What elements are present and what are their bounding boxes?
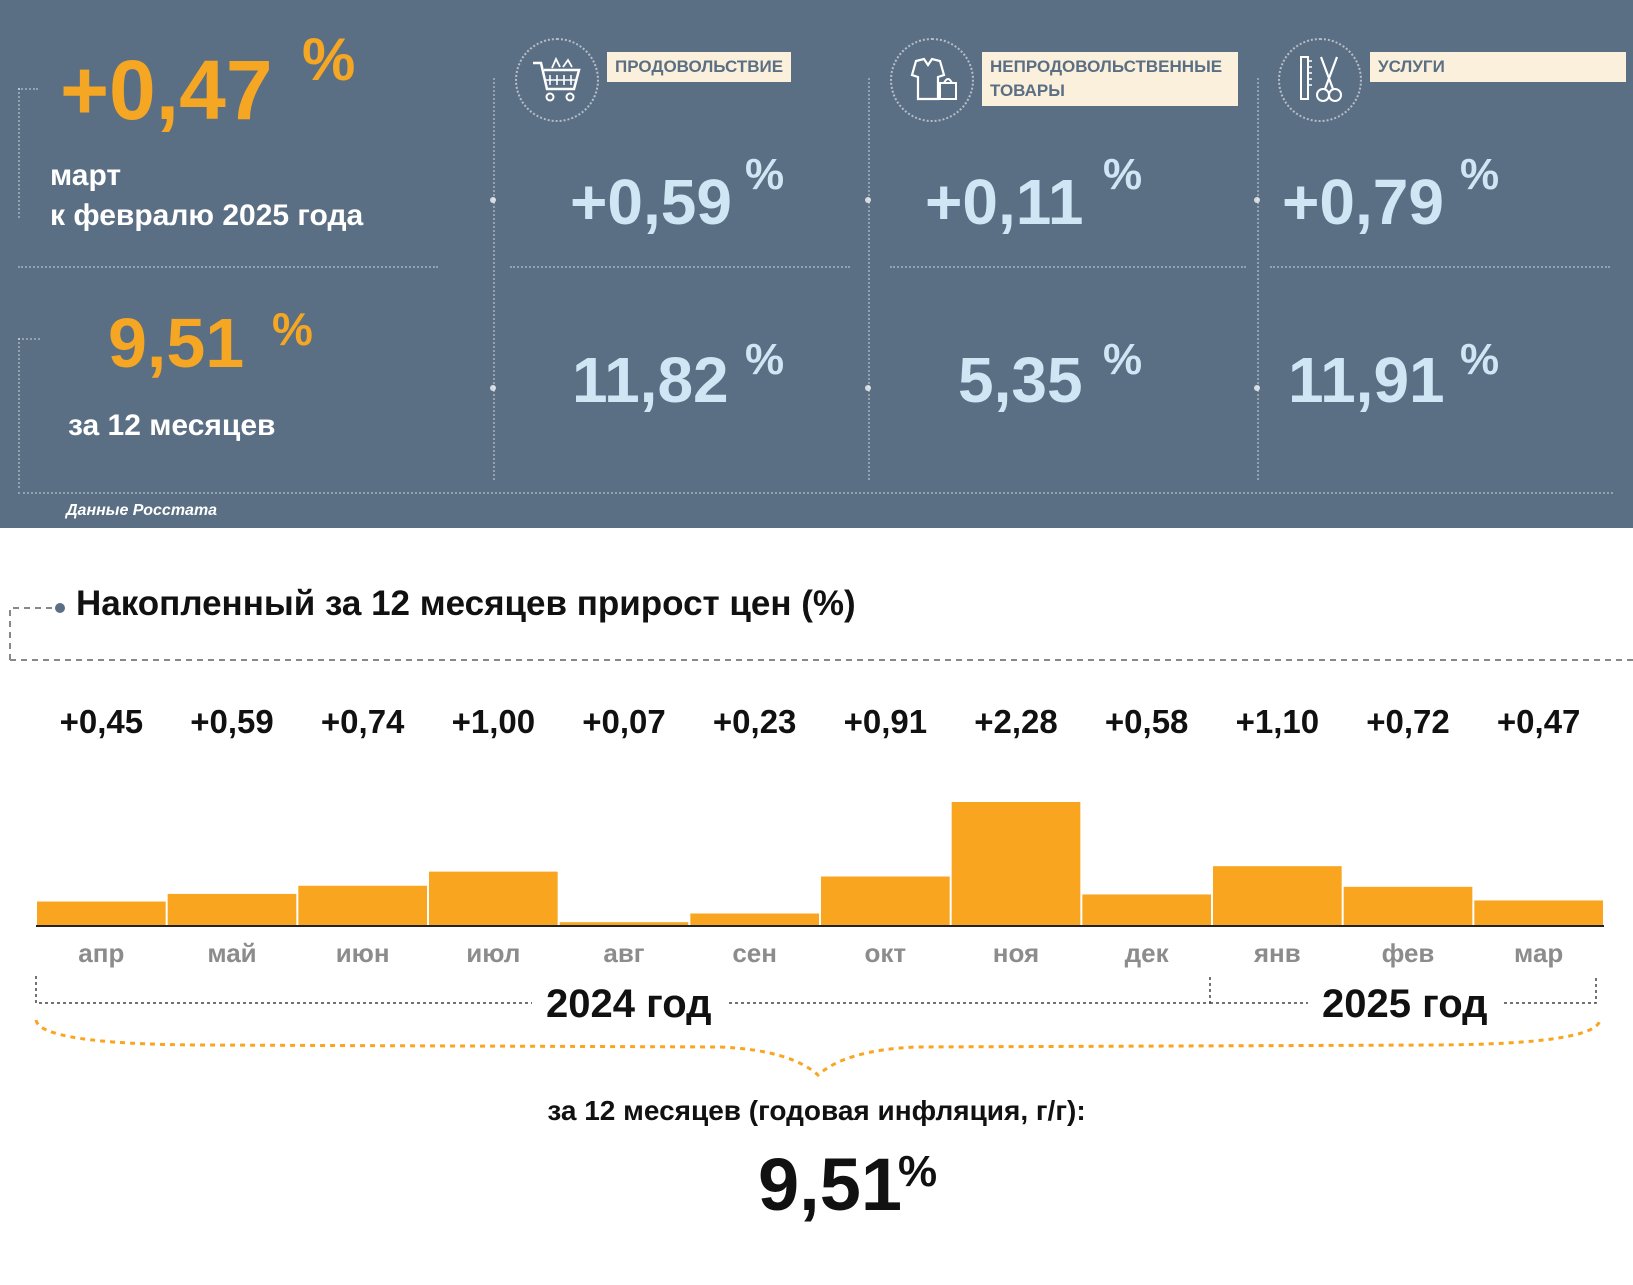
category-label: НЕПРОДОВОЛЬСТВЕННЫЕ ТОВАРЫ bbox=[982, 52, 1238, 106]
month-caption-2: к февралю 2025 года bbox=[50, 199, 364, 232]
chart-title: Накопленный за 12 месяцев прирост цен (%… bbox=[76, 584, 856, 623]
shopping-cart-icon bbox=[515, 38, 599, 122]
divider bbox=[18, 338, 20, 488]
food-month-pct: % bbox=[745, 150, 785, 199]
bar-май bbox=[167, 893, 297, 926]
month-label-авг: авг bbox=[603, 938, 644, 968]
value-label-сен: +0,23 bbox=[713, 703, 797, 740]
annual-caption: за 12 месяцев (годовая инфляция, г/г): bbox=[547, 1095, 1086, 1126]
value-label-фев: +0,72 bbox=[1366, 703, 1450, 740]
nonfood-year-value: 5,35 bbox=[958, 344, 1083, 416]
bar-сен bbox=[690, 913, 819, 926]
bar-июл bbox=[429, 871, 558, 926]
nonfood-month-value: +0,11 bbox=[925, 166, 1084, 238]
nonfood-month-pct: % bbox=[1103, 150, 1143, 199]
month-label-апр: апр bbox=[78, 938, 124, 968]
year-label-2024: 2024 год bbox=[532, 982, 726, 1027]
month-label-сен: сен bbox=[732, 938, 777, 968]
title-dot bbox=[55, 603, 65, 613]
category-label: УСЛУГИ bbox=[1370, 52, 1626, 82]
month-caption-1: март bbox=[50, 159, 122, 192]
month-label-май: май bbox=[207, 938, 256, 968]
marker-dot bbox=[490, 385, 496, 391]
month-label-янв: янв bbox=[1253, 938, 1301, 968]
scissors-comb-icon bbox=[1278, 38, 1362, 122]
value-label-янв: +1,10 bbox=[1236, 703, 1320, 740]
category-food: ПРОДОВОЛЬСТВИЕ bbox=[515, 38, 792, 122]
summary-panel: +0,47 % март к февралю 2025 года 9,51 % … bbox=[0, 0, 1633, 528]
month-label-ноя: ноя bbox=[993, 938, 1039, 968]
divider bbox=[18, 338, 40, 340]
divider bbox=[18, 266, 438, 268]
year-change-pct: % bbox=[272, 303, 313, 355]
food-month-value: +0,59 bbox=[570, 166, 732, 238]
services-month-value: +0,79 bbox=[1282, 166, 1444, 238]
value-label-окт: +0,91 bbox=[844, 703, 928, 740]
value-label-июн: +0,74 bbox=[321, 703, 405, 740]
divider bbox=[18, 492, 1613, 494]
divider bbox=[1270, 266, 1610, 268]
services-year-value: 11,91 bbox=[1288, 344, 1445, 416]
bar-авг bbox=[559, 922, 689, 926]
divider bbox=[493, 78, 495, 480]
divider bbox=[868, 78, 870, 480]
bar-апр bbox=[37, 901, 166, 926]
month-label-июл: июл bbox=[466, 938, 520, 968]
clothes-bag-icon bbox=[890, 38, 974, 122]
value-label-ноя: +2,28 bbox=[974, 703, 1058, 740]
services-month-pct: % bbox=[1460, 150, 1500, 199]
month-label-окт: окт bbox=[865, 938, 907, 968]
value-label-мар: +0,47 bbox=[1497, 703, 1581, 740]
value-label-авг: +0,07 bbox=[582, 703, 666, 740]
title-bracket bbox=[9, 607, 52, 660]
bar-янв bbox=[1213, 866, 1342, 926]
bar-июн bbox=[298, 885, 427, 926]
divider bbox=[18, 88, 20, 218]
month-label-дек: дек bbox=[1125, 938, 1170, 968]
annual-inflation-pct: % bbox=[898, 1147, 938, 1196]
marker-dot bbox=[1254, 385, 1260, 391]
value-label-июл: +1,00 bbox=[452, 703, 536, 740]
value-label-апр: +0,45 bbox=[60, 703, 144, 740]
bar-мар bbox=[1474, 900, 1603, 926]
divider bbox=[510, 266, 850, 268]
food-year-value: 11,82 bbox=[572, 344, 729, 416]
value-label-дек: +0,58 bbox=[1105, 703, 1189, 740]
marker-dot bbox=[1254, 197, 1260, 203]
month-change-pct: % bbox=[302, 26, 356, 93]
category-label: ПРОДОВОЛЬСТВИЕ bbox=[607, 52, 792, 82]
food-year-pct: % bbox=[745, 335, 785, 384]
category-services: УСЛУГИ bbox=[1278, 38, 1626, 122]
bar-ноя bbox=[951, 802, 1081, 926]
marker-dot bbox=[490, 197, 496, 203]
bar-фев bbox=[1343, 886, 1473, 926]
year-change-value: 9,51 bbox=[108, 304, 245, 382]
marker-dot bbox=[865, 197, 871, 203]
marker-dot bbox=[865, 385, 871, 391]
source-note: Данные Росстата bbox=[66, 502, 218, 519]
year-label-2025: 2025 год bbox=[1308, 982, 1502, 1027]
month-label-июн: июн bbox=[336, 938, 390, 968]
month-change-value: +0,47 bbox=[60, 43, 273, 137]
value-label-май: +0,59 bbox=[190, 703, 274, 740]
month-label-мар: мар bbox=[1514, 938, 1563, 968]
month-label-фев: фев bbox=[1382, 938, 1435, 968]
divider bbox=[890, 266, 1246, 268]
category-nonfood: НЕПРОДОВОЛЬСТВЕННЫЕ ТОВАРЫ bbox=[890, 38, 1238, 122]
services-year-pct: % bbox=[1460, 335, 1500, 384]
nonfood-year-pct: % bbox=[1103, 335, 1143, 384]
annual-brace bbox=[34, 1019, 1602, 1078]
bar-окт bbox=[821, 876, 950, 926]
divider bbox=[18, 88, 38, 90]
annual-inflation-value: 9,51 bbox=[758, 1143, 903, 1226]
divider bbox=[1257, 78, 1259, 480]
year-caption: за 12 месяцев bbox=[68, 409, 276, 442]
bar-дек bbox=[1082, 894, 1211, 926]
